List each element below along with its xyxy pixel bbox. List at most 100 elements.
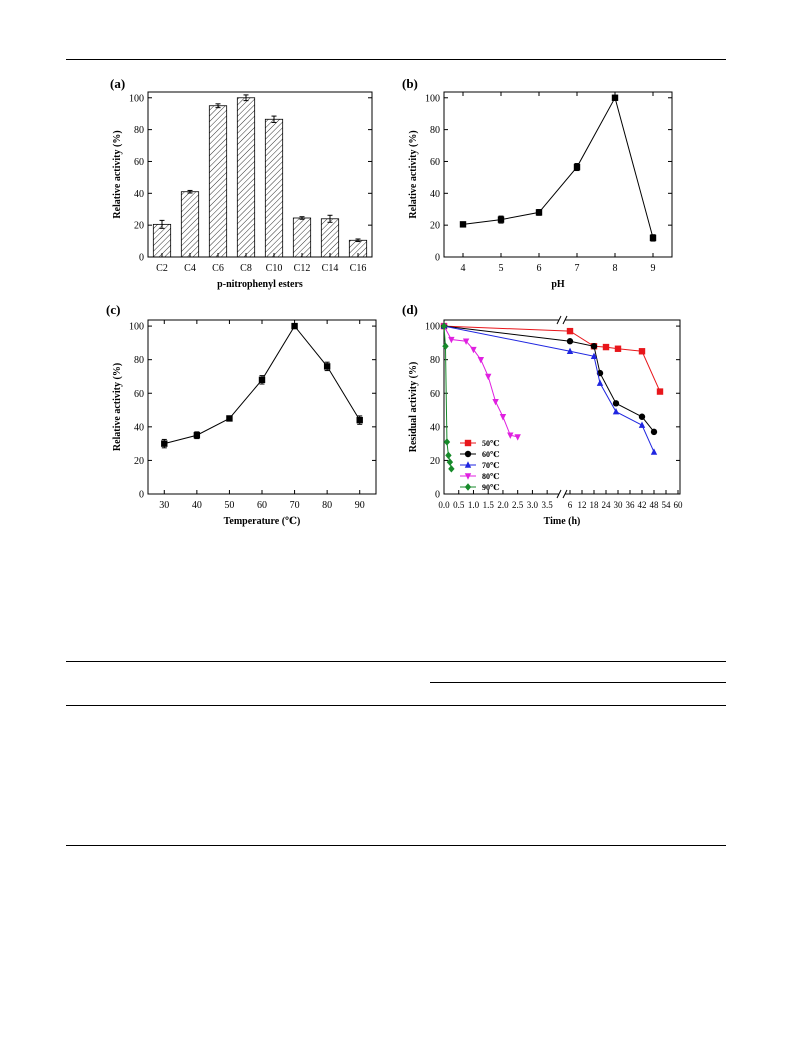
y-tick-label: 100: [129, 93, 144, 104]
x-tick-label: 18: [590, 500, 600, 510]
y-tick-label: 40: [430, 189, 440, 200]
bar-c4: [180, 191, 200, 258]
x-tick-label: C16: [350, 263, 367, 274]
data-point: [535, 209, 543, 216]
y-tick-label: 100: [425, 93, 440, 104]
data-point-90℃: [442, 342, 449, 350]
y-axis-label: Residual activity (%): [408, 362, 419, 453]
x-tick-label: 6: [537, 263, 542, 274]
x-tick-label: 60: [674, 500, 684, 510]
plot-frame: [443, 91, 673, 258]
data-point-70℃: [650, 448, 658, 455]
x-tick-label: 8: [613, 263, 618, 274]
y-tick-label: 0: [139, 253, 144, 264]
data-point-60℃: [590, 343, 598, 350]
x-tick-label: 36: [626, 500, 636, 510]
y-tick-label: 20: [134, 221, 144, 232]
x-tick-label: C8: [240, 263, 252, 274]
x-tick-label: 0.5: [453, 500, 465, 510]
axis-break-mark: [556, 489, 562, 499]
y-tick-label: 40: [430, 422, 440, 433]
x-tick-label: C14: [322, 263, 339, 274]
x-axis-label: Temperature (℃): [224, 516, 301, 527]
bar-c12: [292, 217, 312, 258]
data-point-80℃: [477, 356, 485, 364]
data-point-80℃: [499, 414, 507, 421]
x-tick-label: 90: [355, 500, 365, 511]
panel-label: (c): [106, 302, 120, 317]
data-point-80℃: [507, 432, 514, 439]
line-chart-stability: 0.0 0.5 1.0 1.5 2.0 2.5 3.0 3.5 6 12 18 24 30 36 42 48 5…: [402, 302, 684, 527]
bar-c2: [152, 223, 172, 258]
data-point: [323, 363, 331, 370]
data-point: [291, 322, 298, 330]
data-point-60℃: [638, 413, 646, 420]
series-line-60℃: [443, 325, 655, 433]
x-tick-label: 0.0: [438, 500, 450, 510]
y-tick-label: 20: [134, 456, 144, 467]
y-tick-label: 20: [430, 221, 440, 232]
legend-label: 60℃: [482, 450, 500, 459]
panel-label: (a): [110, 76, 125, 91]
data-point: [356, 416, 363, 424]
data-point: [459, 221, 467, 228]
data-point-90℃: [445, 451, 452, 460]
x-tick-label: 30: [159, 500, 169, 511]
data-point: [611, 94, 619, 101]
y-tick-label: 40: [134, 189, 144, 200]
x-tick-label: C6: [212, 263, 224, 274]
data-point-50℃: [614, 345, 622, 352]
legend-marker: [464, 450, 472, 458]
series-line: [164, 325, 361, 445]
line-chart-temperature: 30 40 50 60 70 80 90 0 20 40 60 80 100 Relative activ…: [106, 302, 377, 527]
y-axis-label: Relative activity (%): [408, 130, 419, 218]
x-tick-label: 9: [651, 263, 656, 274]
legend-marker: [464, 461, 472, 468]
x-tick-label: 50: [224, 500, 234, 511]
y-tick-label: 80: [430, 125, 440, 136]
legend-label: 90℃: [482, 483, 500, 492]
data-point-70℃: [596, 379, 604, 386]
x-axis-label: pH: [551, 279, 565, 290]
x-tick-label: 60: [257, 500, 267, 511]
y-tick-label: 40: [134, 422, 144, 433]
data-point-80℃: [462, 338, 470, 345]
data-point-70℃: [590, 352, 598, 360]
x-tick-label: C10: [266, 263, 283, 274]
table-bottom-rule: [66, 845, 726, 846]
panel-label: (d): [402, 302, 418, 317]
y-tick-label: 0: [139, 490, 144, 501]
data-point: [573, 163, 581, 171]
x-tick-label: 30: [614, 500, 624, 510]
data-point: [161, 440, 168, 447]
data-point: [226, 415, 233, 422]
x-tick-label: C2: [156, 263, 168, 274]
table-subheader-rule: [430, 682, 726, 683]
x-tick-label: 1.5: [483, 500, 495, 510]
x-tick-label: 6: [568, 500, 573, 510]
data-point: [193, 432, 201, 439]
x-tick-label: 24: [602, 500, 612, 510]
data-point-90℃: [446, 458, 454, 466]
data-point-80℃: [448, 336, 455, 344]
x-tick-label: 2.5: [512, 500, 524, 510]
x-tick-label: 7: [575, 263, 580, 274]
bar-c10: [264, 118, 284, 258]
data-point: [497, 216, 505, 223]
y-tick-label: 0: [435, 253, 440, 264]
data-point-80℃: [470, 346, 477, 354]
data-point-70℃: [612, 408, 620, 415]
data-point-80℃: [492, 398, 499, 406]
legend-label: 80℃: [482, 472, 500, 481]
bar-c8: [236, 97, 256, 258]
y-tick-label: 100: [129, 322, 144, 333]
y-tick-label: 100: [425, 322, 440, 333]
x-tick-label: 70: [290, 500, 300, 511]
series-line-50℃: [443, 325, 661, 392]
plot-frame: [443, 319, 681, 495]
data-point-50℃: [656, 388, 664, 395]
y-tick-label: 80: [134, 355, 144, 366]
data-point-70℃: [638, 421, 646, 428]
axis-break-mark: [562, 489, 568, 499]
data-point: [258, 376, 266, 384]
